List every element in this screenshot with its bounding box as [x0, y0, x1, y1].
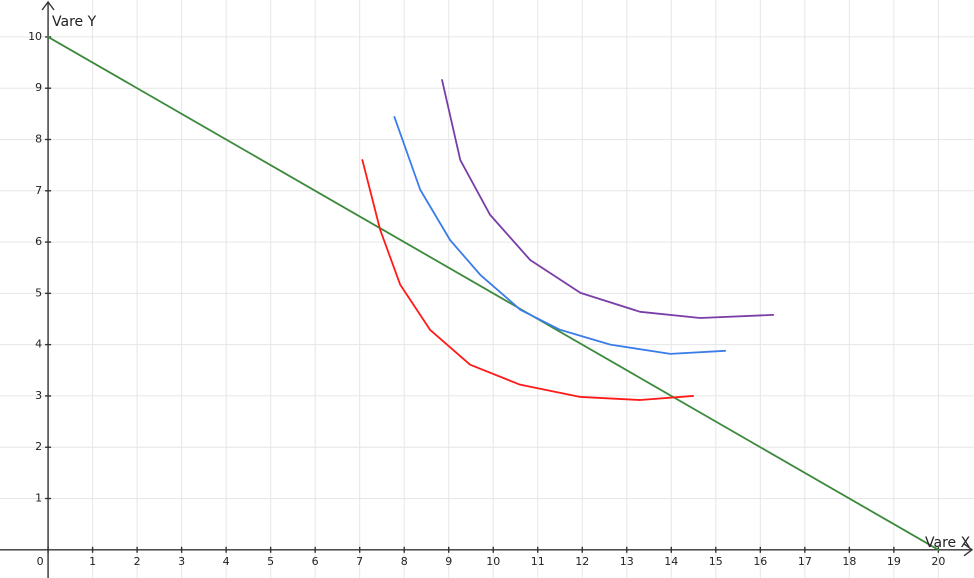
y-tick-label: 4 [35, 338, 42, 351]
x-tick-label: 0 [37, 555, 44, 568]
x-tick-label: 11 [531, 555, 545, 568]
curve [361, 159, 695, 401]
x-tick-label: 13 [620, 555, 634, 568]
x-tick-label: 4 [223, 555, 230, 568]
x-tick-label: 15 [709, 555, 723, 568]
x-tick-label: 16 [753, 555, 767, 568]
x-tick-label: 17 [798, 555, 812, 568]
y-tick-label: 3 [35, 389, 42, 402]
x-tick-label: 6 [312, 555, 319, 568]
curve [47, 36, 940, 551]
y-tick-label: 10 [28, 30, 42, 43]
x-tick-label: 9 [445, 555, 452, 568]
y-tick-label: 7 [35, 184, 42, 197]
x-axis-arrow [963, 543, 974, 557]
x-tick-label: 7 [356, 555, 363, 568]
x-tick-label: 1 [89, 555, 96, 568]
y-tick-label: 5 [35, 286, 42, 299]
x-tick-label: 12 [575, 555, 589, 568]
x-tick-label: 3 [178, 555, 185, 568]
x-tick-label: 19 [887, 555, 901, 568]
y-tick-label: 6 [35, 235, 42, 248]
x-tick-label: 20 [931, 555, 945, 568]
y-axis-arrow [41, 0, 55, 11]
x-tick-label: 10 [486, 555, 500, 568]
y-tick-label: 2 [35, 440, 42, 453]
x-tick-label: 5 [267, 555, 274, 568]
curve [441, 79, 775, 319]
plot [47, 36, 940, 551]
x-axis-title: Vare X [925, 535, 971, 551]
curve [393, 116, 727, 355]
x-tick-label: 14 [664, 555, 678, 568]
x-tick-label: 8 [401, 555, 408, 568]
y-tick-label: 1 [35, 492, 42, 505]
x-tick-label: 2 [134, 555, 141, 568]
y-tick-label: 9 [35, 81, 42, 94]
y-tick-label: 8 [35, 132, 42, 145]
x-tick-label: 18 [842, 555, 856, 568]
y-axis-title: Vare Y [52, 14, 97, 30]
